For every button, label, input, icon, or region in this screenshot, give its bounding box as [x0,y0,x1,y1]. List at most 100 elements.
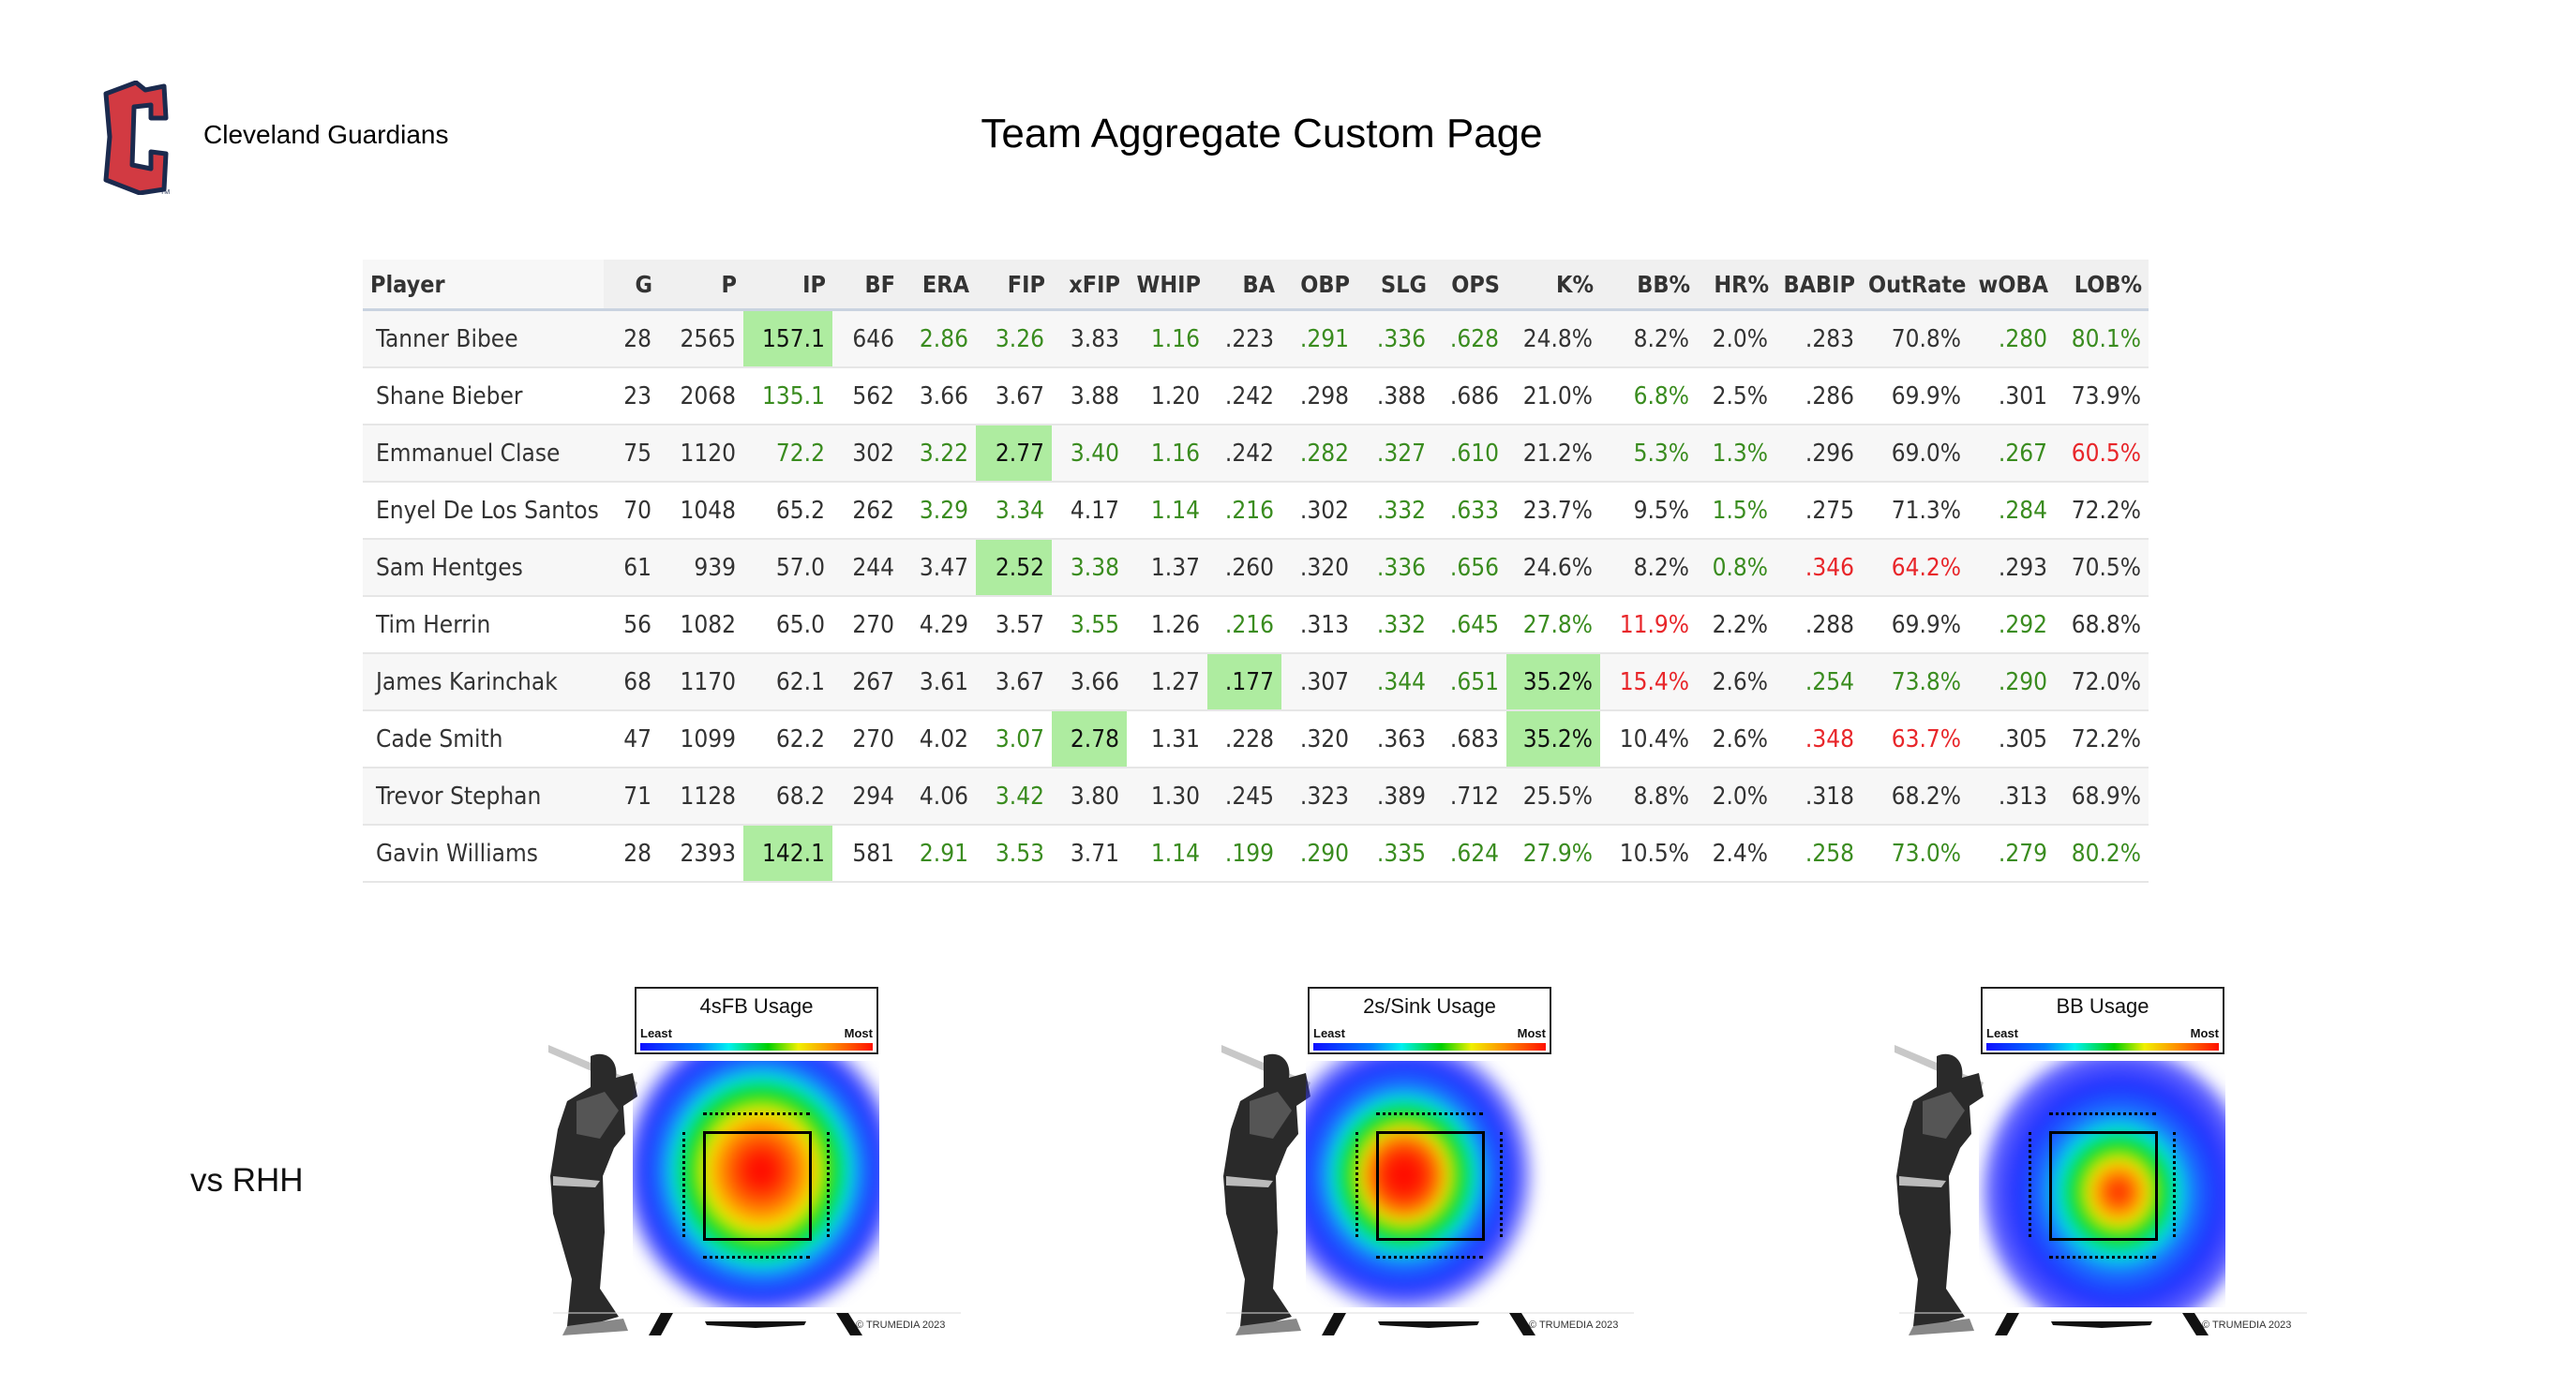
stat-cell-obp: .298 [1281,367,1356,425]
stat-cell-whip: 1.30 [1127,768,1207,826]
stat-cell-k-pct: 24.8% [1506,309,1600,368]
stat-cell-ops: .686 [1433,367,1506,425]
scale-least-label: Least [640,1026,672,1040]
stat-cell-whip: 1.14 [1127,482,1207,540]
stat-cell-p: 1082 [659,596,743,654]
svg-text:TM: TM [160,189,170,195]
stat-cell-slg: .344 [1356,653,1433,711]
stat-cell-woba: .284 [1969,482,2055,540]
column-header[interactable]: IP [743,260,832,311]
stat-cell-obp: .320 [1281,539,1356,597]
player-name[interactable]: James Karinchak [363,653,604,711]
stat-cell-outrate: 70.8% [1862,309,1969,368]
player-name[interactable]: Gavin Williams [363,825,604,883]
stat-cell-p: 2068 [659,367,743,425]
batter-silhouette-icon [1221,1045,1310,1335]
player-name[interactable]: Enyel De Los Santos [363,482,604,540]
heatmap-panel: 2s/Sink Usage Least Most © TRUMEDIA 2023 [1217,975,1648,1340]
strike-zone [703,1131,812,1241]
stat-cell-outrate: 69.9% [1862,596,1969,654]
stat-cell-fip: 3.34 [976,482,1052,540]
column-header[interactable]: BA [1207,260,1281,311]
player-name[interactable]: Emmanuel Clase [363,425,604,483]
stat-cell-woba: .279 [1969,825,2055,883]
player-name[interactable]: Tim Herrin [363,596,604,654]
stat-cell-babip: .288 [1775,596,1862,654]
stat-cell-hr-pct: 1.5% [1697,482,1775,540]
stat-cell-hr-pct: 2.2% [1697,596,1775,654]
column-header[interactable]: LOB% [2055,260,2149,311]
stat-cell-p: 1170 [659,653,743,711]
column-header[interactable]: G [604,260,659,311]
table-row: Trevor Stephan 71 1128 68.2 294 4.06 3.42 3.80 1… [363,768,2149,826]
stat-cell-ops: .628 [1433,309,1506,368]
column-header[interactable]: BB% [1600,260,1697,311]
stat-cell-lob-pct: 72.2% [2055,710,2149,768]
column-header[interactable]: SLG [1356,260,1433,311]
column-header[interactable]: HR% [1697,260,1775,311]
scale-most-label: Most [2190,1026,2219,1040]
column-header[interactable]: OutRate [1862,260,1969,311]
column-header[interactable]: Player [363,260,604,311]
stat-cell-outrate: 69.0% [1862,425,1969,483]
stat-cell-ip: 135.1 [743,367,832,425]
stat-cell-bf: 562 [832,367,902,425]
column-header[interactable]: OPS [1433,260,1506,311]
table-row: Tanner Bibee 28 2565 157.1 646 2.86 3.26 3.83 1.… [363,309,2149,368]
stat-cell-lob-pct: 68.8% [2055,596,2149,654]
column-header[interactable]: BF [832,260,902,311]
stat-cell-whip: 1.16 [1127,425,1207,483]
stat-cell-hr-pct: 2.6% [1697,710,1775,768]
stat-cell-ops: .624 [1433,825,1506,883]
stat-cell-xfip: 3.80 [1052,768,1127,826]
column-header[interactable]: ERA [902,260,976,311]
column-header[interactable]: WHIP [1127,260,1207,311]
player-name[interactable]: Shane Bieber [363,367,604,425]
stat-cell-outrate: 68.2% [1862,768,1969,826]
player-name[interactable]: Tanner Bibee [363,309,604,368]
stat-cell-babip: .254 [1775,653,1862,711]
column-header[interactable]: K% [1506,260,1600,311]
column-header[interactable]: OBP [1281,260,1356,311]
stat-cell-g: 70 [604,482,659,540]
player-name[interactable]: Trevor Stephan [363,768,604,826]
stat-cell-g: 71 [604,768,659,826]
stat-cell-ip: 62.2 [743,710,832,768]
stat-cell-ops: .610 [1433,425,1506,483]
stat-cell-ba: .260 [1207,539,1281,597]
column-header[interactable]: FIP [976,260,1052,311]
stat-cell-babip: .296 [1775,425,1862,483]
stat-cell-obp: .290 [1281,825,1356,883]
color-scale-bar [1313,1043,1546,1051]
stat-cell-fip: 3.67 [976,653,1052,711]
stat-cell-woba: .301 [1969,367,2055,425]
stat-cell-era: 3.22 [902,425,976,483]
stat-cell-ip: 142.1 [743,825,832,883]
stat-cell-bf: 581 [832,825,902,883]
stat-cell-whip: 1.27 [1127,653,1207,711]
table-row: Sam Hentges 61 939 57.0 244 3.47 2.52 3.38 1.37.… [363,539,2149,597]
column-header[interactable]: xFIP [1052,260,1127,311]
stat-cell-bb-pct: 9.5% [1600,482,1697,540]
stat-cell-ops: .656 [1433,539,1506,597]
stat-cell-bf: 270 [832,710,902,768]
heatmap-title: 2s/Sink Usage [1363,994,1496,1018]
stat-cell-lob-pct: 73.9% [2055,367,2149,425]
column-header[interactable]: wOBA [1969,260,2055,311]
stat-cell-bf: 270 [832,596,902,654]
copyright-text: © TRUMEDIA 2023 [1529,1320,1619,1331]
column-header[interactable]: P [659,260,743,311]
player-name[interactable]: Sam Hentges [363,539,604,597]
stat-cell-g: 61 [604,539,659,597]
stat-cell-p: 1099 [659,710,743,768]
stat-cell-bb-pct: 8.2% [1600,539,1697,597]
split-label: vs RHH [190,1162,304,1199]
stat-cell-xfip: 4.17 [1052,482,1127,540]
stat-cell-p: 1128 [659,768,743,826]
zone-outline-dotted [1376,1112,1483,1115]
column-header[interactable]: BABIP [1775,260,1862,311]
stat-cell-k-pct: 23.7% [1506,482,1600,540]
table-row: Cade Smith 47 1099 62.2 270 4.02 3.07 2.78 1.31.… [363,710,2149,768]
player-name[interactable]: Cade Smith [363,710,604,768]
stat-cell-outrate: 73.0% [1862,825,1969,883]
